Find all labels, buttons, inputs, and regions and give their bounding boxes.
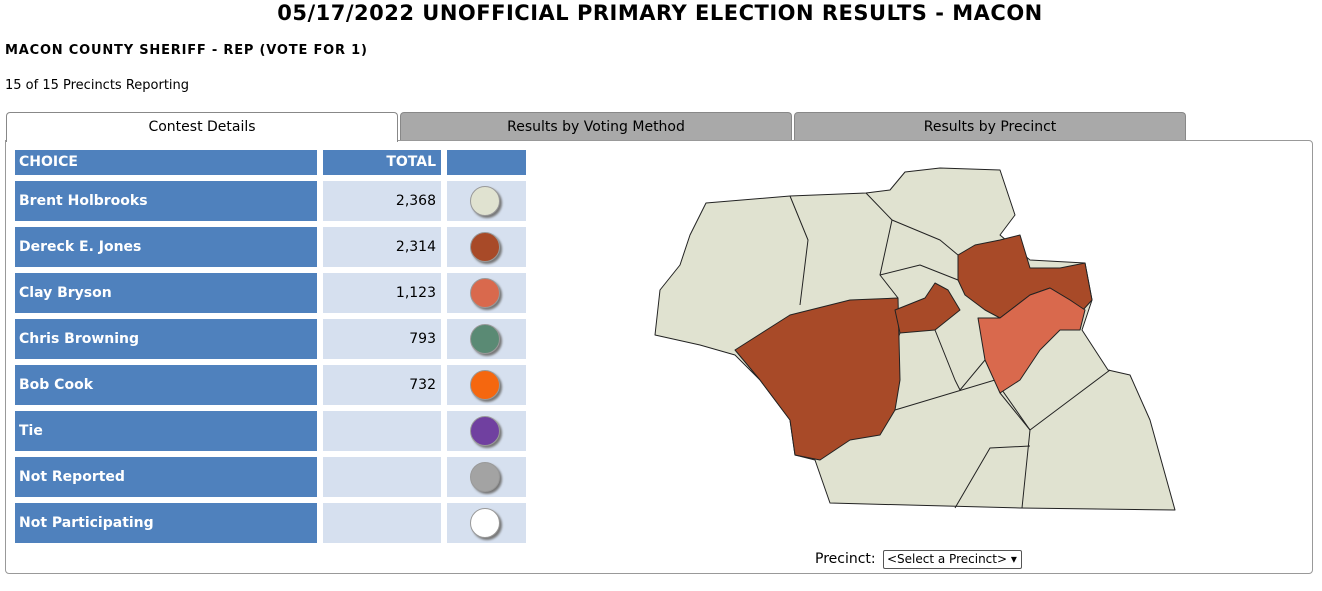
vote-total bbox=[323, 503, 441, 543]
color-cell bbox=[447, 319, 526, 359]
tab[interactable]: Results by Precinct bbox=[794, 112, 1186, 140]
choice-name: Bob Cook bbox=[15, 365, 317, 405]
precinct-label: Precinct: bbox=[815, 551, 876, 567]
precincts-reporting: 15 of 15 Precincts Reporting bbox=[5, 78, 190, 93]
color-cell bbox=[447, 365, 526, 405]
legend-swatch bbox=[470, 324, 500, 354]
legend-swatch bbox=[470, 416, 500, 446]
vote-total: 732 bbox=[323, 365, 441, 405]
column-header: TOTAL bbox=[323, 150, 441, 175]
legend-swatch bbox=[470, 232, 500, 262]
vote-total bbox=[323, 457, 441, 497]
vote-total: 793 bbox=[323, 319, 441, 359]
color-cell bbox=[447, 457, 526, 497]
legend-swatch bbox=[470, 370, 500, 400]
page-title: 05/17/2022 UNOFFICIAL PRIMARY ELECTION R… bbox=[277, 1, 1043, 25]
legend-swatch bbox=[470, 508, 500, 538]
color-cell bbox=[447, 411, 526, 451]
vote-total: 2,314 bbox=[323, 227, 441, 267]
tab[interactable]: Results by Voting Method bbox=[400, 112, 792, 140]
choice-name: Tie bbox=[15, 411, 317, 451]
precinct-select[interactable]: <Select a Precinct> ▾ bbox=[883, 550, 1022, 569]
color-cell bbox=[447, 273, 526, 313]
choice-name: Clay Bryson bbox=[15, 273, 317, 313]
tab-panel bbox=[5, 140, 1313, 574]
choice-name: Not Reported bbox=[15, 457, 317, 497]
choice-name: Not Participating bbox=[15, 503, 317, 543]
column-header: CHOICE bbox=[15, 150, 317, 175]
vote-total: 2,368 bbox=[323, 181, 441, 221]
vote-total: 1,123 bbox=[323, 273, 441, 313]
color-cell bbox=[447, 503, 526, 543]
legend-swatch bbox=[470, 278, 500, 308]
legend-swatch bbox=[470, 186, 500, 216]
color-cell bbox=[447, 181, 526, 221]
tab[interactable]: Contest Details bbox=[6, 112, 398, 142]
contest-name: MACON COUNTY SHERIFF - REP (VOTE FOR 1) bbox=[5, 43, 368, 58]
vote-total bbox=[323, 411, 441, 451]
choice-name: Brent Holbrooks bbox=[15, 181, 317, 221]
choice-name: Chris Browning bbox=[15, 319, 317, 359]
color-cell bbox=[447, 227, 526, 267]
legend-swatch bbox=[470, 462, 500, 492]
column-header bbox=[447, 150, 526, 175]
choice-name: Dereck E. Jones bbox=[15, 227, 317, 267]
